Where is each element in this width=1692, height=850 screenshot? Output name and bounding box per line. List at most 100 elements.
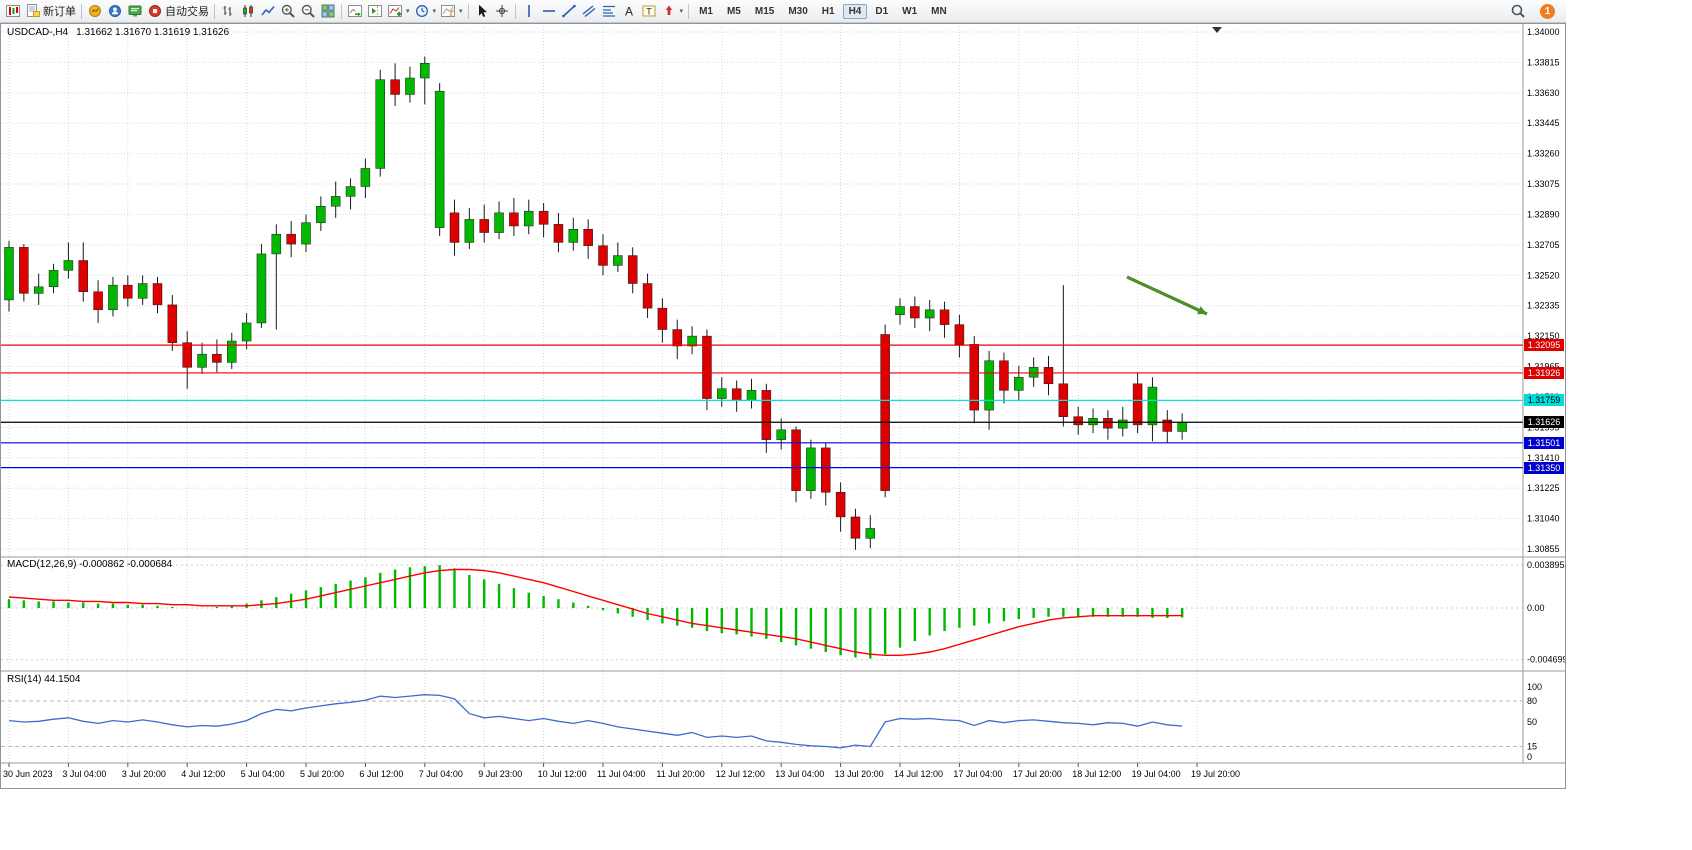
macd-label: MACD(12,26,9) -0.000862 -0.000684: [7, 559, 173, 570]
navigator-button[interactable]: [105, 2, 125, 21]
notification-badge[interactable]: 1: [1540, 3, 1555, 19]
zoom-in-button[interactable]: [278, 2, 298, 21]
periods-button[interactable]: ▾: [412, 2, 439, 21]
time-axis-label: 4 Jul 12:00: [181, 769, 225, 779]
timeframe-m1[interactable]: M1: [699, 5, 713, 17]
chart-shift-button[interactable]: [365, 2, 385, 21]
indicators-icon: [387, 3, 403, 19]
timeframe-m15[interactable]: M15: [754, 5, 775, 17]
macd-signal-line: [8, 568, 1183, 656]
candle-body: [821, 447, 831, 493]
vertical-line-button[interactable]: [519, 2, 539, 21]
candle-body: [776, 429, 786, 440]
timeframe-mn[interactable]: MN: [931, 5, 947, 17]
templates-button[interactable]: ▾: [438, 2, 465, 21]
candle-body: [4, 247, 14, 301]
candle-body: [598, 245, 608, 266]
zoom-out-button[interactable]: [298, 2, 318, 21]
search-button[interactable]: [1508, 2, 1528, 21]
price-axis-label: 1.31410: [1527, 453, 1560, 463]
fibonacci-button[interactable]: [599, 2, 619, 21]
chart-ohlc-header: USDCAD-,H4 1.31662 1.31670 1.31619 1.316…: [7, 27, 229, 38]
crosshair-button[interactable]: [492, 2, 512, 21]
level-price-tag: 1.32095: [1524, 339, 1564, 352]
indicators-button[interactable]: ▾: [385, 2, 412, 21]
candle-body: [108, 284, 118, 311]
level-price-tag: 1.31759: [1524, 394, 1564, 407]
candle-body: [865, 528, 876, 539]
time-axis-label: 7 Jul 04:00: [419, 769, 463, 779]
time-axis-label: 19 Jul 20:00: [1191, 769, 1240, 779]
candle-body: [48, 270, 59, 288]
terminal-button[interactable]: [125, 2, 145, 21]
autotrading-icon: [147, 3, 163, 19]
candle-body: [509, 212, 519, 227]
chart-canvas[interactable]: 1.34000 1.33815 1.33630 1.33445 1.33260 1.330…: [1, 24, 1565, 788]
text-icon: A: [621, 3, 637, 19]
horizontal-line-button[interactable]: [539, 2, 559, 21]
new-order-button[interactable]: 新订单: [23, 2, 78, 21]
candle-body: [19, 247, 29, 294]
chart-window: 1.34000 1.33815 1.33630 1.33445 1.33260 1.330…: [0, 23, 1566, 789]
arrow-icon: [661, 3, 677, 19]
candle-body: [954, 324, 965, 345]
candle-body: [642, 283, 653, 309]
time-axis-label: 14 Jul 12:00: [894, 769, 943, 779]
candle-body: [538, 210, 549, 225]
text-label-button[interactable]: T: [639, 2, 659, 21]
line-chart-icon: [260, 3, 276, 19]
candle-body: [850, 516, 861, 539]
clock-icon: [414, 3, 430, 19]
new-chart-button[interactable]: [3, 2, 23, 21]
arrows-button[interactable]: ▾: [659, 2, 686, 21]
price-axis-label: 1.33445: [1527, 118, 1560, 128]
chart-shift-marker[interactable]: [1212, 27, 1222, 33]
timeframe-w1[interactable]: W1: [902, 5, 918, 17]
auto-scroll-button[interactable]: [345, 2, 365, 21]
candle-body: [494, 212, 504, 233]
timeframe-m30[interactable]: M30: [788, 5, 808, 17]
candle-body: [360, 168, 371, 187]
candle-body: [731, 388, 742, 401]
time-axis-label: 5 Jul 04:00: [241, 769, 285, 779]
market-watch-button[interactable]: [85, 2, 105, 21]
autotrading-button[interactable]: 自动交易: [145, 2, 211, 21]
text-button[interactable]: A: [619, 2, 639, 21]
candle-body: [33, 286, 44, 294]
toolbar: 新订单 自动交易 ▾ ▾ ▾ A T ▾: [0, 0, 1566, 23]
time-axis-label: 19 Jul 04:00: [1132, 769, 1181, 779]
timeframe-d1[interactable]: D1: [875, 5, 889, 17]
candle-body: [316, 206, 326, 223]
cursor-button[interactable]: [472, 2, 492, 21]
timeframe-h1[interactable]: H1: [821, 5, 835, 17]
line-chart-button[interactable]: [258, 2, 278, 21]
time-axis-label: 11 Jul 20:00: [656, 769, 704, 779]
price-axis-label: 1.33260: [1527, 149, 1560, 159]
channel-button[interactable]: [579, 2, 599, 21]
candlestick-chart-button[interactable]: [238, 2, 258, 21]
time-axis-label: 3 Jul 04:00: [62, 769, 106, 779]
bar-chart-icon: [220, 3, 236, 19]
candle-body: [390, 79, 400, 95]
trendline-button[interactable]: [559, 2, 579, 21]
price-axis-label: 1.32150: [1527, 331, 1560, 341]
price-axis-label: 1.32520: [1527, 270, 1560, 280]
chevron-down-icon: ▾: [406, 8, 410, 15]
candle-body: [553, 224, 564, 243]
time-axis-label: 17 Jul 04:00: [953, 769, 1002, 779]
toolbar-right-group: 1: [1508, 2, 1563, 21]
autotrading-label: 自动交易: [165, 6, 209, 18]
timeframe-h4[interactable]: H4: [842, 3, 868, 19]
rsi-axis-label: 100: [1527, 682, 1542, 692]
candle-body: [271, 233, 282, 255]
bar-chart-button[interactable]: [218, 2, 238, 21]
trend-arrow-annotation[interactable]: [1126, 275, 1208, 316]
zoom-in-icon: [280, 3, 296, 19]
toolbar-separator: [467, 3, 469, 19]
candle-body: [449, 212, 460, 243]
tile-windows-button[interactable]: [318, 2, 338, 21]
rsi-axis-label: 15: [1527, 742, 1537, 752]
timeframe-m5[interactable]: M5: [726, 5, 741, 17]
candle-body: [717, 388, 727, 399]
